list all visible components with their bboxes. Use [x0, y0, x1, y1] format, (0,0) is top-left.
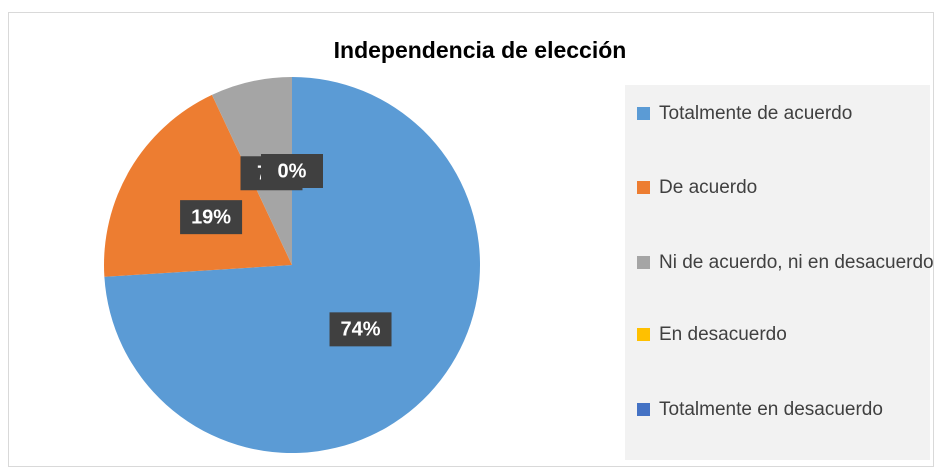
legend-label: En desacuerdo: [659, 324, 787, 345]
legend-swatch: [637, 403, 650, 416]
legend-label: De acuerdo: [659, 177, 758, 198]
pie-slice: [104, 77, 481, 453]
legend-label: Ni de acuerdo, ni en desacuerdo: [659, 252, 934, 273]
legend-item: Ni de acuerdo, ni en desacuerdo: [637, 248, 935, 277]
legend-label: Totalmente en desacuerdo: [659, 399, 883, 420]
legend-swatch: [637, 181, 650, 194]
legend-swatch: [637, 256, 650, 269]
data-label-box: [261, 154, 323, 188]
data-label-box: [329, 312, 392, 347]
data-label: 19%: [191, 206, 231, 228]
data-label: 74%: [341, 319, 381, 341]
legend-item: En desacuerdo: [637, 320, 935, 349]
data-label-box: [180, 200, 243, 235]
pie-slice: [103, 94, 292, 277]
chart-title: Independencia de elección: [334, 37, 627, 63]
legend: Totalmente de acuerdo De acuerdo Ni de acu…: [625, 85, 934, 460]
data-label: 0%: [278, 160, 307, 182]
legend-item: Totalmente de acuerdo: [637, 99, 935, 128]
legend-swatch: [637, 328, 650, 341]
legend-label: Totalmente de acuerdo: [659, 103, 853, 124]
legend-item: Totalmente en desacuerdo: [637, 395, 935, 424]
legend-swatch: [637, 107, 650, 120]
legend-item: De acuerdo: [637, 173, 935, 202]
